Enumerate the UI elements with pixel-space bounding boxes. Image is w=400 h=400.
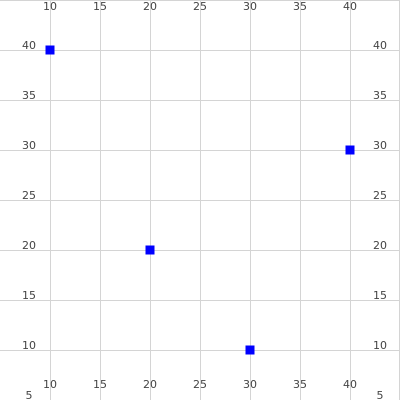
x-tick-label-top-10: 10 xyxy=(43,0,57,13)
y-tick-label-left-25: 25 xyxy=(22,189,36,202)
y-tick-label-right-5: 5 xyxy=(377,389,384,400)
y-tick-label-right-15: 15 xyxy=(373,289,387,302)
data-points xyxy=(45,45,355,355)
y-tick-label-right-40: 40 xyxy=(373,39,387,52)
y-tick-label-left-5: 5 xyxy=(26,389,33,400)
y-tick-label-left-30: 30 xyxy=(22,139,36,152)
x-tick-label-bottom-25: 25 xyxy=(193,378,207,391)
y-tick-label-left-40: 40 xyxy=(22,39,36,52)
tick-labels: 10 10 15 15 20 20 25 25 30 30 35 35 40 40 5 5 10 10 15 15 20… xyxy=(22,0,387,400)
data-point-30-10 xyxy=(245,345,255,355)
data-point-10-40 xyxy=(45,45,55,55)
x-tick-label-top-15: 15 xyxy=(93,0,107,13)
x-tick-label-top-30: 30 xyxy=(243,0,257,13)
x-tick-label-bottom-40: 40 xyxy=(343,378,357,391)
x-tick-label-bottom-35: 35 xyxy=(293,378,307,391)
x-tick-label-top-35: 35 xyxy=(293,0,307,13)
x-tick-label-bottom-10: 10 xyxy=(43,378,57,391)
x-tick-label-top-25: 25 xyxy=(193,0,207,13)
x-tick-label-top-40: 40 xyxy=(343,0,357,13)
x-tick-label-bottom-30: 30 xyxy=(243,378,257,391)
data-point-20-20 xyxy=(145,245,155,255)
x-tick-label-top-20: 20 xyxy=(143,0,157,13)
y-tick-label-left-10: 10 xyxy=(22,339,36,352)
y-tick-label-right-10: 10 xyxy=(373,339,387,352)
y-tick-label-right-25: 25 xyxy=(373,189,387,202)
data-point-40-30 xyxy=(345,145,355,155)
y-tick-label-left-20: 20 xyxy=(22,239,36,252)
y-tick-label-right-20: 20 xyxy=(373,239,387,252)
y-tick-label-left-15: 15 xyxy=(22,289,36,302)
y-tick-label-right-30: 30 xyxy=(373,139,387,152)
y-tick-label-right-35: 35 xyxy=(373,89,387,102)
x-tick-label-bottom-20: 20 xyxy=(143,378,157,391)
x-tick-label-bottom-15: 15 xyxy=(93,378,107,391)
y-tick-label-left-35: 35 xyxy=(22,89,36,102)
